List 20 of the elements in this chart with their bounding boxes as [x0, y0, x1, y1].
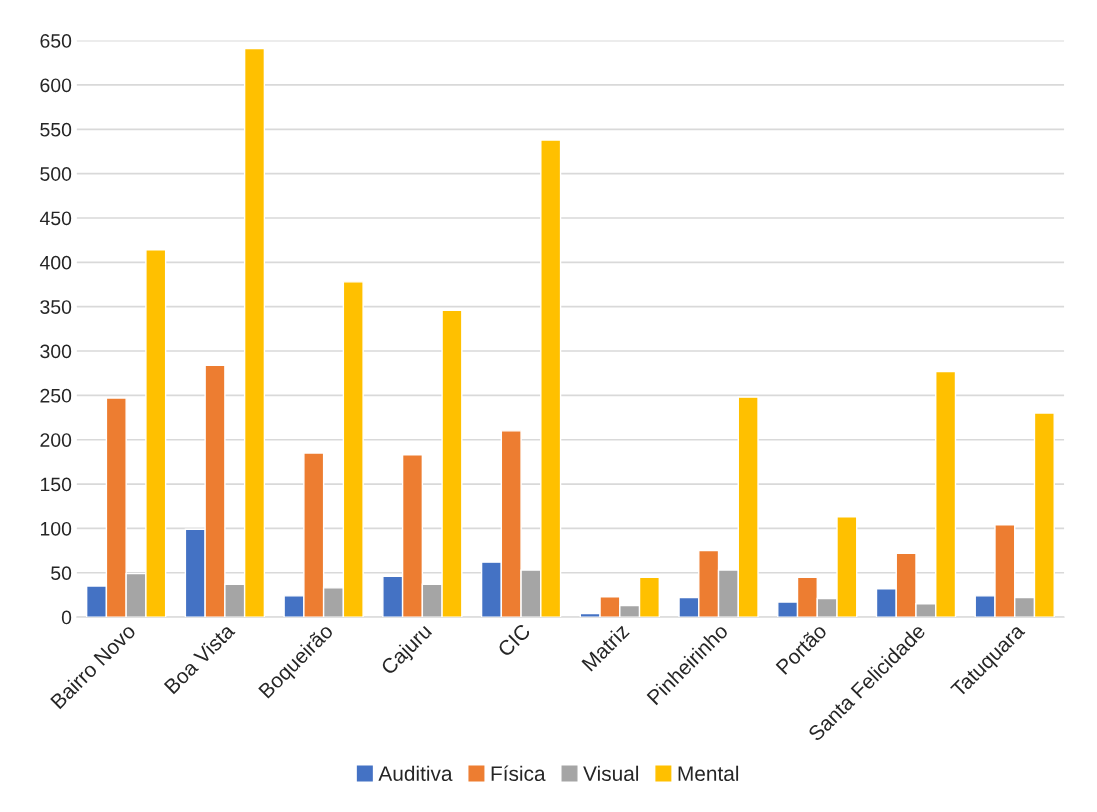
y-tick-label: 350: [40, 300, 72, 314]
legend-label: Mental: [678, 765, 739, 782]
x-tick-label: CIC: [496, 622, 532, 658]
y-tick-label: 600: [40, 78, 72, 93]
x-tick-label: Boa Vista: [163, 621, 236, 695]
y-tick-label: 550: [40, 122, 72, 137]
y-tick-label: 150: [40, 477, 72, 492]
y-tick-label: 50: [51, 566, 72, 581]
y-tick-label: 250: [40, 388, 72, 403]
y-tick-label: 0: [61, 610, 72, 625]
legend-label: Visual: [583, 765, 639, 782]
y-tick-label: 400: [39, 255, 72, 270]
y-tick-label: 450: [39, 211, 72, 226]
y-tick-label: 650: [40, 34, 72, 48]
legend-label: Física: [491, 765, 546, 782]
y-tick-label: 500: [40, 167, 72, 181]
y-tick-label: 100: [40, 521, 72, 536]
legend-label: Auditiva: [378, 765, 453, 782]
y-tick-label: 200: [40, 433, 72, 447]
y-tick-label: 300: [40, 344, 72, 359]
